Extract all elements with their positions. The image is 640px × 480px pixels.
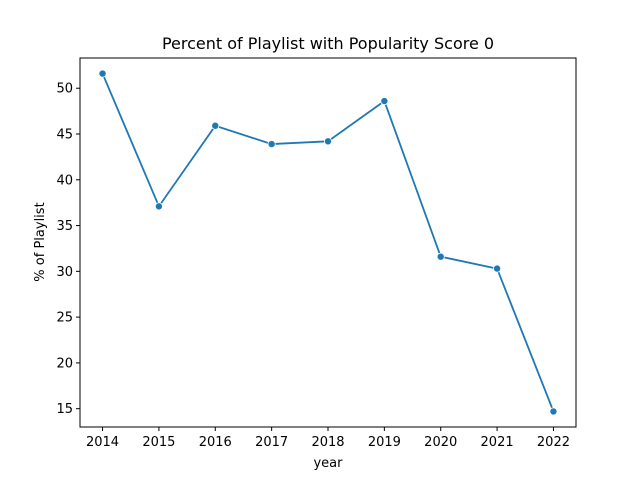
x-tick-label: 2022	[537, 435, 570, 450]
data-point	[267, 140, 276, 149]
data-point	[436, 252, 445, 261]
data-point	[549, 407, 558, 416]
y-tick-label: 25	[56, 311, 73, 326]
data-point	[211, 121, 220, 130]
y-tick-label: 35	[56, 219, 73, 234]
x-tick-label: 2020	[424, 435, 457, 450]
y-tick-label: 20	[56, 356, 73, 371]
chart-title: Percent of Playlist with Popularity Scor…	[162, 34, 494, 53]
x-tick-label: 2016	[199, 435, 232, 450]
y-tick-label: 15	[56, 402, 73, 417]
x-tick-label: 2014	[86, 435, 119, 450]
x-axis: 2014 2015 2016 2017 2018 2019 2020 2021 2022	[86, 427, 570, 450]
x-tick-label: 2017	[255, 435, 288, 450]
plot-frame	[79, 57, 577, 428]
y-tick-label: 40	[56, 173, 73, 188]
data-point	[154, 202, 163, 211]
data-point	[380, 97, 389, 106]
series-points	[98, 69, 558, 416]
y-axis-label: % of Playlist	[33, 202, 48, 281]
y-tick-label: 45	[56, 127, 73, 142]
data-point	[98, 69, 107, 78]
x-axis-label: year	[313, 456, 343, 471]
data-point	[323, 137, 332, 146]
y-tick-label: 50	[56, 82, 73, 97]
series-line	[101, 73, 555, 412]
x-tick-label: 2015	[142, 435, 175, 450]
x-tick-label: 2019	[368, 435, 401, 450]
y-axis: 15 20 25 30 35 40 45 50	[56, 82, 80, 417]
y-tick-label: 30	[56, 265, 73, 280]
data-point	[493, 264, 502, 273]
x-tick-label: 2018	[311, 435, 344, 450]
x-tick-label: 2021	[481, 435, 514, 450]
